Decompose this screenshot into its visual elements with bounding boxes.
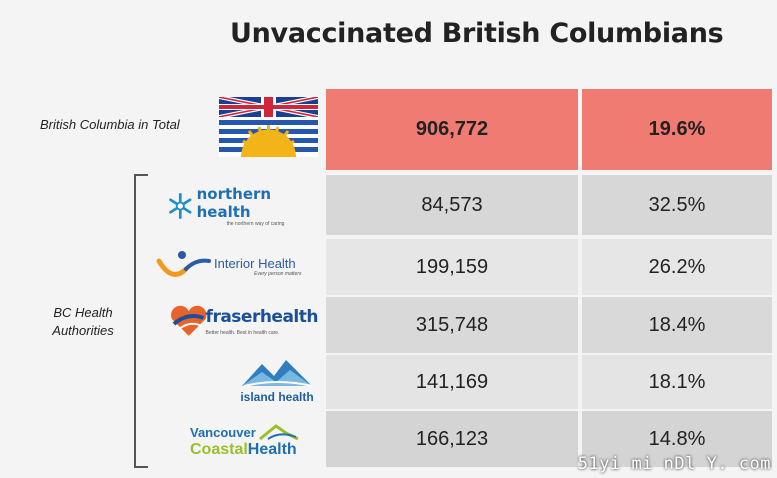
fraser-health-logo-text: fraserhealth [205, 306, 319, 327]
island-count: 141,169 [326, 355, 578, 409]
northern-health-logo-text: northern health [196, 185, 272, 221]
island-health-mountains-icon [242, 360, 313, 387]
island-percent: 18.1% [582, 355, 772, 409]
northern-health-tagline: the northern way of caring [226, 221, 285, 227]
vch-logo-line1: Vancouver [190, 424, 256, 440]
island-health-logo: island health [236, 358, 318, 406]
fraser-percent: 18.4% [582, 297, 772, 353]
total-percent: 19.6% [582, 89, 772, 170]
page-title: Unvaccinated British Columbians [230, 18, 724, 49]
bc-flag-icon [219, 97, 318, 157]
fraser-health-heart-icon [171, 305, 207, 336]
total-row-label: British Columbia in Total [40, 117, 180, 132]
interior-health-swoosh-icon [156, 251, 211, 277]
interior-count: 199,159 [326, 239, 578, 295]
northern-health-logo: northern health the northern way of cari… [166, 185, 316, 227]
group-bracket [134, 174, 148, 468]
group-label: BC Health Authorities [52, 305, 114, 338]
fraser-health-logo: fraserhealth Better health. Best in heal… [168, 298, 319, 344]
vch-percent: 14.8% [582, 411, 772, 467]
watermark: 51yi mi nDl Y. com [577, 454, 771, 474]
island-health-logo-text: island health [240, 390, 314, 404]
vancouver-coastal-health-logo: Vancouver CoastalHealth [190, 418, 318, 462]
fraser-count: 315,748 [326, 297, 578, 353]
vch-count: 166,123 [326, 411, 578, 467]
vch-logo-coastal: Coastal [190, 440, 248, 458]
northern-count: 84,573 [326, 175, 578, 235]
northern-health-snowflake-icon [169, 193, 192, 219]
northern-percent: 32.5% [582, 175, 772, 235]
interior-health-logo: Interior Health Every person matters [156, 248, 318, 284]
fraser-health-tagline: Better health. Best in health care. [205, 329, 280, 336]
vch-mountain-icon [258, 423, 299, 440]
interior-percent: 26.2% [582, 239, 772, 295]
interior-health-logo-text: Interior Health [214, 255, 296, 271]
vch-logo-health: Health [247, 440, 297, 458]
interior-health-tagline: Every person matters [254, 270, 302, 277]
total-count: 906,772 [326, 89, 578, 170]
